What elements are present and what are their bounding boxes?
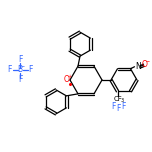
- Text: O: O: [64, 76, 69, 85]
- Text: 3: 3: [121, 98, 124, 103]
- Text: +: +: [67, 74, 72, 79]
- Text: F: F: [116, 104, 121, 113]
- Text: N: N: [136, 62, 141, 71]
- Text: −: −: [21, 64, 25, 69]
- Text: F: F: [18, 76, 22, 85]
- Text: B: B: [17, 66, 22, 74]
- Text: CF: CF: [113, 96, 122, 102]
- Text: F: F: [111, 102, 116, 111]
- Text: O: O: [142, 60, 148, 69]
- Text: F: F: [18, 55, 22, 64]
- Text: −: −: [146, 59, 150, 64]
- Text: F: F: [7, 66, 12, 74]
- Text: F: F: [121, 102, 126, 111]
- Text: F: F: [28, 66, 33, 74]
